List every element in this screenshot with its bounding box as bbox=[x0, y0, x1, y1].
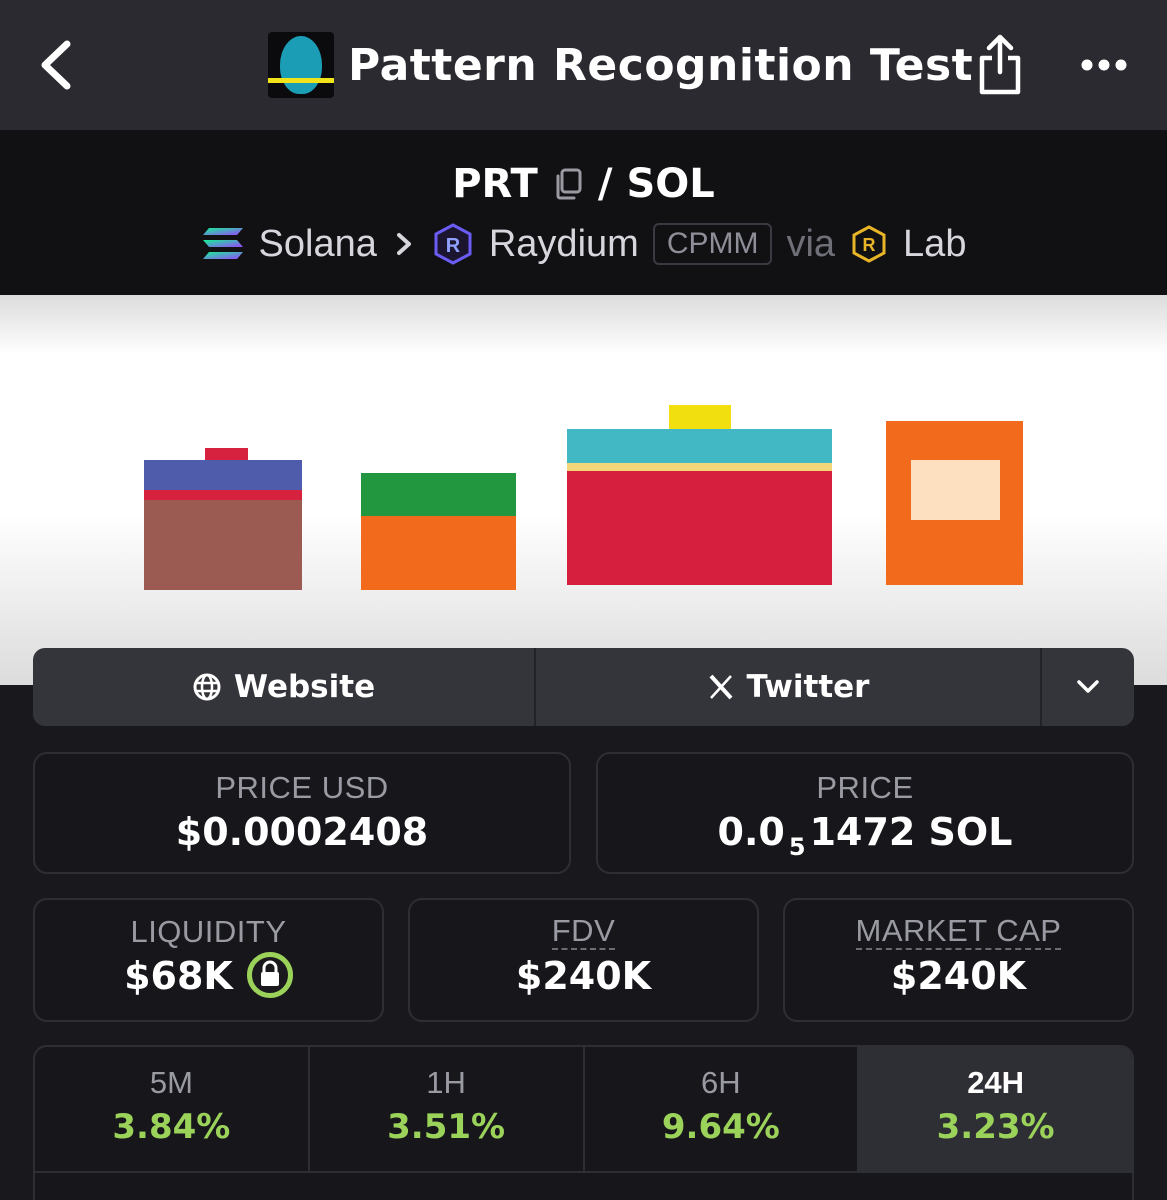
fdv-card: FDV $240K bbox=[408, 898, 759, 1022]
token-banner-image bbox=[0, 295, 1167, 685]
banner-shape bbox=[669, 405, 731, 431]
market-cap-label[interactable]: MARKET CAP bbox=[855, 913, 1062, 950]
globe-icon bbox=[193, 673, 221, 701]
liquidity-label: LIQUIDITY bbox=[130, 914, 287, 949]
links-dropdown-button[interactable] bbox=[1042, 648, 1134, 726]
liquidity-value: $68K bbox=[124, 954, 233, 998]
raydium-icon: R bbox=[434, 223, 472, 265]
fdv-label[interactable]: FDV bbox=[551, 913, 616, 950]
lock-icon[interactable] bbox=[246, 951, 293, 998]
banner-shape bbox=[361, 473, 516, 516]
share-button[interactable] bbox=[968, 30, 1032, 100]
x-logo-icon bbox=[709, 674, 732, 700]
banner-shape bbox=[567, 471, 832, 585]
banner-shape bbox=[144, 500, 302, 590]
tab-6h[interactable]: 6H 9.64% bbox=[585, 1047, 860, 1171]
breadcrumb: Solana R Raydium CPMM via R Lab bbox=[0, 216, 1167, 272]
price-native-value: 0.0 5 1472 SOL bbox=[598, 810, 1132, 861]
tab-24h[interactable]: 24H 3.23% bbox=[859, 1047, 1132, 1171]
dex-link[interactable]: Raydium bbox=[488, 222, 639, 265]
tab-1h[interactable]: 1H 3.51% bbox=[310, 1047, 585, 1171]
pair-title: PRT / SOL bbox=[0, 156, 1167, 212]
tab-change-value: 3.51% bbox=[387, 1107, 506, 1147]
back-button[interactable] bbox=[28, 32, 84, 98]
tab-label: 5M bbox=[149, 1065, 193, 1100]
banner-shape bbox=[144, 460, 302, 490]
tab-change-value: 3.23% bbox=[936, 1107, 1055, 1147]
chevron-left-icon bbox=[41, 40, 71, 90]
launchpad-link[interactable]: Lab bbox=[903, 222, 967, 265]
banner-shape bbox=[567, 429, 832, 463]
price-native-label: PRICE bbox=[816, 770, 914, 805]
share-icon bbox=[979, 34, 1021, 95]
page-title: Pattern Recognition Test bbox=[348, 39, 974, 91]
tab-change-value: 9.64% bbox=[661, 1107, 780, 1147]
price-usd-label: PRICE USD bbox=[215, 770, 389, 805]
liquidity-card: LIQUIDITY $68K bbox=[33, 898, 384, 1022]
banner-shape bbox=[911, 460, 1000, 520]
dex-type-badge: CPMM bbox=[652, 223, 773, 265]
app-header: Pattern Recognition Test bbox=[0, 0, 1167, 130]
tab-label: 1H bbox=[426, 1065, 466, 1100]
via-label: via bbox=[786, 222, 836, 265]
social-links-bar: Website Twitter bbox=[33, 648, 1134, 726]
base-token: PRT bbox=[452, 161, 538, 207]
fdv-value: $240K bbox=[515, 954, 652, 998]
banner-shape bbox=[361, 516, 516, 590]
liquidity-value-row: $68K bbox=[35, 951, 382, 1002]
price-usd-value: $0.0002408 bbox=[175, 810, 429, 854]
twitter-label: Twitter bbox=[746, 669, 870, 705]
price-native-suffix: 1472 SOL bbox=[809, 810, 1013, 854]
chain-link[interactable]: Solana bbox=[258, 222, 377, 265]
solana-icon bbox=[202, 228, 243, 259]
tab-5m[interactable]: 5M 3.84% bbox=[35, 1047, 310, 1171]
banner-shape bbox=[144, 490, 302, 500]
lab-icon: R bbox=[852, 225, 886, 263]
website-button[interactable]: Website bbox=[33, 648, 536, 726]
market-cap-card: MARKET CAP $240K bbox=[783, 898, 1134, 1022]
banner-shape bbox=[205, 448, 248, 462]
svg-text:R: R bbox=[863, 235, 876, 255]
website-label: Website bbox=[233, 669, 376, 705]
chevron-down-icon bbox=[1077, 680, 1099, 693]
price-change-tabs: 5M 3.84% 1H 3.51% 6H 9.64% 24H 3.23% bbox=[33, 1045, 1134, 1200]
price-native-zero-count: 5 bbox=[788, 833, 806, 861]
chevron-right-icon bbox=[396, 233, 411, 255]
price-usd-card: PRICE USD $0.0002408 bbox=[33, 752, 571, 874]
banner-shape bbox=[567, 463, 832, 471]
token-logo bbox=[268, 32, 334, 98]
quote-token: SOL bbox=[626, 161, 715, 207]
market-cap-value: $240K bbox=[890, 954, 1027, 998]
copy-icon[interactable] bbox=[552, 167, 584, 201]
tab-label: 24H bbox=[967, 1065, 1025, 1100]
pair-header: PRT / SOL Solana R bbox=[0, 130, 1167, 295]
pair-separator: / bbox=[597, 161, 613, 207]
svg-text:R: R bbox=[446, 235, 461, 257]
tab-change-value: 3.84% bbox=[112, 1107, 231, 1147]
more-horizontal-icon bbox=[1081, 59, 1127, 71]
header-title-group: Pattern Recognition Test bbox=[268, 30, 973, 100]
tab-label: 6H bbox=[701, 1065, 741, 1100]
price-native-card: PRICE 0.0 5 1472 SOL bbox=[596, 752, 1134, 874]
twitter-button[interactable]: Twitter bbox=[536, 648, 1042, 726]
price-native-prefix: 0.0 bbox=[717, 810, 785, 854]
more-button[interactable] bbox=[1072, 40, 1136, 90]
